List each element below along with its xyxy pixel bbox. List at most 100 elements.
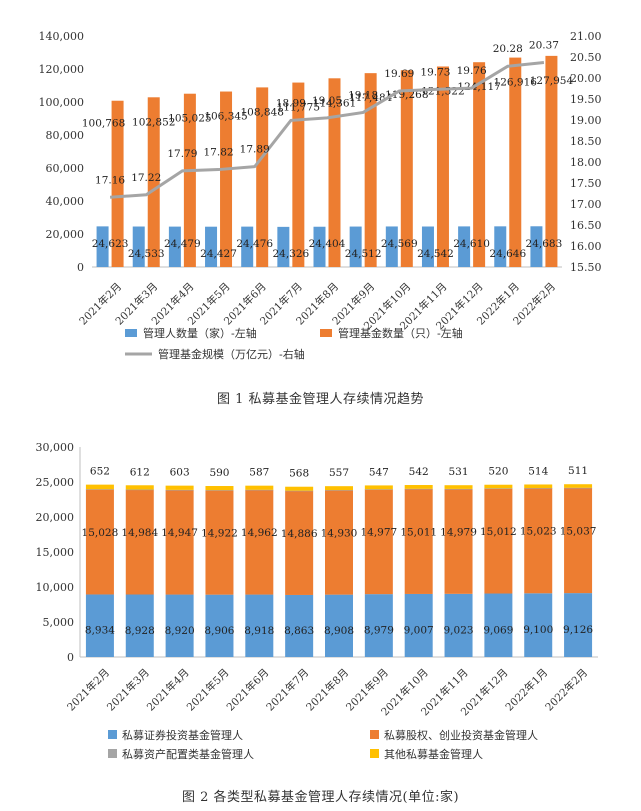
data-label: 8,918 bbox=[244, 625, 274, 637]
stacked-bar-segment bbox=[325, 594, 353, 657]
data-label: 652 bbox=[90, 466, 110, 478]
legend-label-scale: 管理基金规模（万亿元）-右轴 bbox=[158, 347, 305, 361]
data-label: 8,908 bbox=[324, 625, 354, 637]
data-label-scale: 19.69 bbox=[384, 68, 414, 80]
stacked-bar-segment bbox=[245, 489, 274, 595]
stacked-bar-segment bbox=[85, 594, 114, 657]
y-right-tick-label: 16.50 bbox=[570, 219, 602, 232]
data-label: 9,023 bbox=[444, 624, 474, 636]
y-right-tick-label: 20.00 bbox=[570, 72, 602, 85]
data-label-managers: 24,476 bbox=[236, 238, 273, 250]
legend-swatch bbox=[370, 749, 379, 758]
data-label: 15,012 bbox=[480, 526, 517, 538]
stacked-bar-segment bbox=[564, 487, 593, 594]
bar-managers bbox=[96, 226, 109, 267]
stacked-bar-segment bbox=[165, 489, 194, 491]
stacked-bar-segment bbox=[85, 489, 114, 490]
y-tick-label: 5,000 bbox=[43, 616, 75, 629]
stacked-bar-segment bbox=[205, 594, 234, 657]
stacked-bar-segment bbox=[444, 488, 473, 594]
y-right-tick-label: 17.00 bbox=[570, 198, 602, 211]
data-label-funds: 124,117 bbox=[457, 81, 500, 93]
data-label-managers: 24,683 bbox=[526, 238, 563, 250]
data-label: 14,922 bbox=[201, 527, 238, 539]
y-tick-label: 10,000 bbox=[36, 581, 75, 594]
bar-funds bbox=[545, 55, 558, 267]
stacked-bar-segment bbox=[364, 489, 393, 595]
data-label: 9,100 bbox=[523, 624, 553, 636]
bar-funds bbox=[256, 87, 269, 267]
y-left-tick-label: 60,000 bbox=[46, 162, 85, 175]
bar-managers bbox=[205, 226, 218, 267]
data-label-managers: 24,533 bbox=[128, 248, 165, 260]
stacked-bar-segment bbox=[484, 484, 513, 489]
data-label: 14,947 bbox=[161, 527, 198, 539]
data-label-scale: 20.37 bbox=[529, 39, 559, 51]
stacked-bar-segment bbox=[325, 490, 353, 595]
y-left-tick-label: 80,000 bbox=[46, 129, 85, 142]
data-label-scale: 17.22 bbox=[131, 172, 161, 184]
bar-funds bbox=[292, 82, 305, 267]
figure-1-caption: 图 1 私募基金管理人存续情况趋势 bbox=[216, 392, 425, 407]
stacked-bar-segment bbox=[564, 484, 593, 488]
bar-funds bbox=[436, 66, 449, 267]
data-label: 511 bbox=[568, 465, 588, 477]
data-label-scale: 20.28 bbox=[493, 43, 523, 55]
data-label-managers: 24,542 bbox=[417, 248, 454, 260]
figure-2-caption: 图 2 各类型私募基金管理人存续情况(单位:家) bbox=[181, 790, 460, 805]
data-label-funds: 100,768 bbox=[82, 118, 125, 130]
bar-managers bbox=[421, 226, 434, 267]
stacked-bar-segment bbox=[484, 593, 513, 657]
legend-label: 其他私募基金管理人 bbox=[384, 747, 483, 761]
bar-funds bbox=[183, 93, 196, 268]
data-label: 14,930 bbox=[321, 527, 358, 539]
bar-managers bbox=[313, 226, 326, 267]
stacked-bar-segment bbox=[564, 487, 593, 489]
y-right-tick-label: 19.00 bbox=[570, 114, 602, 127]
figure-1: 0 20,000 40,000 60,000 80,000 100,000 120,000 1… bbox=[39, 30, 602, 407]
data-label: 557 bbox=[329, 467, 349, 479]
bar-funds bbox=[328, 78, 341, 267]
stacked-bar-segment bbox=[404, 485, 433, 489]
data-label: 15,037 bbox=[560, 525, 597, 537]
y-tick-label: 30,000 bbox=[36, 441, 75, 454]
y-right-tick-label: 19.50 bbox=[570, 93, 602, 106]
bar-managers bbox=[494, 226, 507, 267]
stacked-bar-segment bbox=[444, 485, 473, 489]
stacked-bar-segment bbox=[524, 484, 553, 489]
figure-2: 0 5,000 10,000 15,000 20,000 25,000 30,000 8,93… bbox=[0, 430, 641, 811]
data-label: 15,023 bbox=[520, 526, 557, 538]
data-label: 14,984 bbox=[121, 527, 158, 539]
stacked-bar-segment bbox=[205, 490, 234, 595]
data-label-funds: 111,775 bbox=[277, 102, 320, 114]
stacked-bar-segment bbox=[205, 486, 234, 491]
stacked-bar-segment bbox=[125, 485, 154, 490]
stacked-bar-segment bbox=[524, 488, 553, 489]
bar-managers bbox=[132, 226, 145, 267]
stacked-bar-segment bbox=[484, 488, 513, 594]
stacked-bar-segment bbox=[325, 486, 353, 491]
legend-swatch-funds bbox=[320, 329, 332, 337]
y-right-tick-label: 15.50 bbox=[570, 261, 602, 274]
legend-label-managers: 管理人数量（家）-左轴 bbox=[143, 326, 257, 340]
legend-swatch bbox=[370, 730, 379, 739]
data-label: 520 bbox=[488, 466, 508, 478]
y-right-tick-label: 18.00 bbox=[570, 156, 602, 169]
bar-managers bbox=[530, 226, 543, 267]
data-label-scale: 17.79 bbox=[167, 148, 197, 160]
data-label: 8,920 bbox=[165, 625, 195, 637]
data-label: 514 bbox=[528, 465, 548, 477]
data-label: 15,028 bbox=[82, 527, 119, 539]
data-label-scale: 17.89 bbox=[240, 144, 270, 156]
stacked-bar-segment bbox=[85, 484, 114, 490]
bar-funds bbox=[509, 57, 522, 268]
legend-swatch-managers bbox=[125, 329, 137, 337]
bar-managers bbox=[277, 226, 290, 267]
y-tick-label: 20,000 bbox=[36, 511, 75, 524]
data-label-scale: 19.76 bbox=[457, 65, 487, 77]
stacked-bar-segment bbox=[165, 594, 194, 657]
y-left-tick-label: 40,000 bbox=[46, 195, 85, 208]
data-label-scale: 18.99 bbox=[276, 97, 306, 109]
data-label: 8,979 bbox=[364, 625, 394, 637]
data-label-funds: 127,954 bbox=[530, 75, 574, 87]
